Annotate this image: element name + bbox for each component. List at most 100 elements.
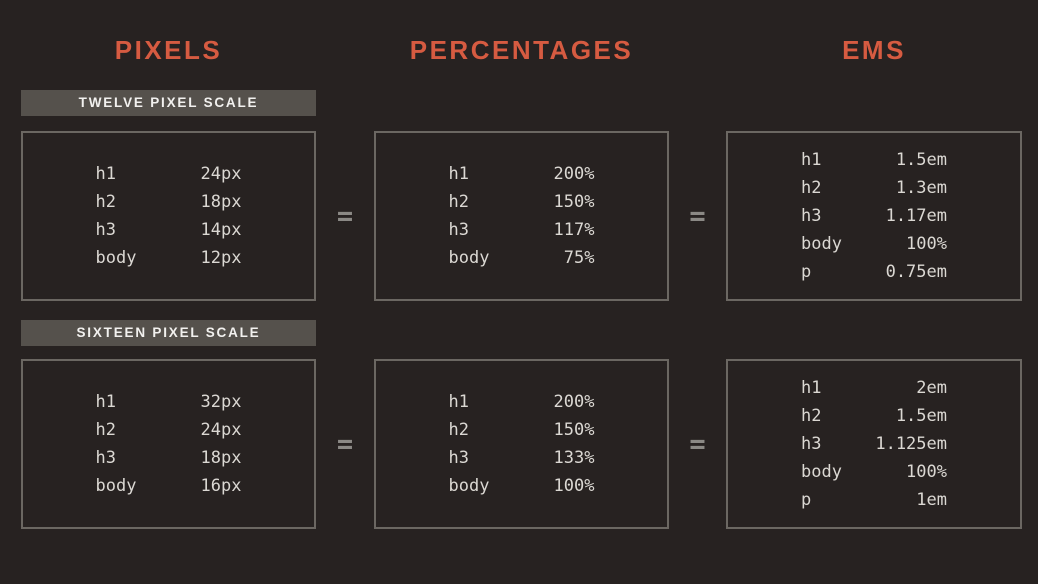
entry-label: body (95, 476, 137, 496)
entry-label: h1 (801, 150, 822, 170)
entry-value: 2em (916, 378, 947, 398)
entry-label: h3 (95, 448, 116, 468)
entry-label: p (801, 262, 812, 282)
entry-label: body (801, 462, 842, 482)
entry-label: body (448, 476, 490, 496)
type-scale-infographic: PIXELS PERCENTAGES EMS TWELVE PIXEL SCAL… (0, 34, 1038, 584)
size-entry: h2 150% (449, 416, 595, 444)
size-entry: h1 24px (96, 160, 242, 188)
entry-value: 150% (553, 192, 595, 212)
size-entry: h3 18px (96, 444, 242, 472)
size-entry: h3 14px (96, 216, 242, 244)
size-entry: body 12px (96, 244, 242, 272)
size-entry: body 100% (801, 458, 947, 486)
equals-sign: = (689, 200, 706, 232)
entry-value: 1.125em (875, 434, 947, 454)
size-entry: h2 18px (96, 188, 242, 216)
entry-value: 18px (200, 192, 242, 212)
size-entry: h2 1.5em (801, 402, 947, 430)
entry-label: h1 (95, 164, 116, 184)
entry-label: h3 (448, 448, 469, 468)
equals-cell: = (669, 359, 726, 529)
scale-bar-row-twelve: TWELVE PIXEL SCALE (0, 90, 1038, 116)
size-entry: body 16px (96, 472, 242, 500)
scale-label-sixteen: SIXTEEN PIXEL SCALE (21, 320, 316, 346)
entry-label: h3 (95, 220, 116, 240)
entry-value: 200% (553, 392, 595, 412)
entry-value: 0.75em (885, 262, 947, 282)
entry-value: 150% (553, 420, 595, 440)
boxes-row-sixteen: h1 32px h2 24px h3 18px body 16px = h1 200% h… (0, 359, 1038, 529)
entry-value: 75% (563, 248, 595, 268)
entry-label: h2 (448, 192, 469, 212)
entry-label: h2 (801, 406, 822, 426)
entry-label: body (448, 248, 490, 268)
size-entry: body 75% (449, 244, 595, 272)
entry-value: 1.5em (895, 406, 947, 426)
entry-label: h3 (801, 434, 822, 454)
header-pixels: PIXELS (114, 35, 223, 65)
entry-value: 133% (553, 448, 595, 468)
box-sixteen-pixels: h1 32px h2 24px h3 18px body 16px (21, 359, 316, 529)
entry-value: 1.3em (895, 178, 947, 198)
equals-sign: = (689, 428, 706, 460)
entry-value: 1em (916, 490, 947, 510)
equals-cell: = (669, 131, 726, 301)
entry-label: h2 (95, 420, 116, 440)
size-entry: h1 200% (449, 160, 595, 188)
equals-sign: = (336, 200, 354, 232)
entry-value: 117% (553, 220, 595, 240)
entry-label: h1 (801, 378, 822, 398)
entry-label: body (801, 234, 842, 254)
header-percentages: PERCENTAGES (409, 35, 634, 65)
size-entry: p 0.75em (801, 258, 947, 286)
equals-sign: = (336, 428, 354, 460)
entry-value: 24px (200, 420, 242, 440)
entry-label: h1 (95, 392, 116, 412)
size-entry: h1 200% (449, 388, 595, 416)
size-entry: h3 117% (449, 216, 595, 244)
size-entry: body 100% (449, 472, 595, 500)
entry-value: 32px (200, 392, 242, 412)
entry-label: h3 (448, 220, 469, 240)
boxes-row-twelve: h1 24px h2 18px h3 14px body 12px = h1 200% h… (0, 131, 1038, 301)
box-twelve-percentages: h1 200% h2 150% h3 117% body 75% (374, 131, 669, 301)
entry-label: h1 (448, 392, 469, 412)
column-headers: PIXELS PERCENTAGES EMS (0, 34, 1038, 66)
entry-value: 24px (200, 164, 242, 184)
equals-cell: = (316, 131, 374, 301)
entry-label: p (801, 490, 812, 510)
size-entry: body 100% (801, 230, 947, 258)
header-ems: EMS (842, 35, 906, 65)
box-sixteen-ems: h1 2em h2 1.5em h3 1.125em body 100% p 1em (726, 359, 1022, 529)
entry-value: 1.17em (885, 206, 947, 226)
equals-cell: = (316, 359, 374, 529)
size-entry: h1 2em (801, 374, 947, 402)
entry-label: h2 (448, 420, 469, 440)
size-entry: h1 1.5em (801, 146, 947, 174)
scale-label-twelve: TWELVE PIXEL SCALE (21, 90, 316, 116)
size-entry: h3 1.125em (801, 430, 947, 458)
box-twelve-ems: h1 1.5em h2 1.3em h3 1.17em body 100% p 0.75e… (726, 131, 1022, 301)
entry-value: 100% (906, 462, 947, 482)
entry-label: h2 (95, 192, 116, 212)
size-entry: h2 24px (96, 416, 242, 444)
entry-label: h3 (801, 206, 822, 226)
entry-value: 12px (200, 248, 242, 268)
entry-value: 18px (200, 448, 242, 468)
entry-value: 200% (553, 164, 595, 184)
entry-label: body (95, 248, 137, 268)
box-twelve-pixels: h1 24px h2 18px h3 14px body 12px (21, 131, 316, 301)
size-entry: h3 133% (449, 444, 595, 472)
size-entry: h1 32px (96, 388, 242, 416)
entry-label: h2 (801, 178, 822, 198)
entry-value: 1.5em (895, 150, 947, 170)
box-sixteen-percentages: h1 200% h2 150% h3 133% body 100% (374, 359, 669, 529)
entry-value: 100% (906, 234, 947, 254)
entry-value: 100% (553, 476, 595, 496)
entry-value: 14px (200, 220, 242, 240)
entry-label: h1 (448, 164, 469, 184)
size-entry: h3 1.17em (801, 202, 947, 230)
scale-bar-row-sixteen: SIXTEEN PIXEL SCALE (0, 320, 1038, 346)
size-entry: h2 150% (449, 188, 595, 216)
